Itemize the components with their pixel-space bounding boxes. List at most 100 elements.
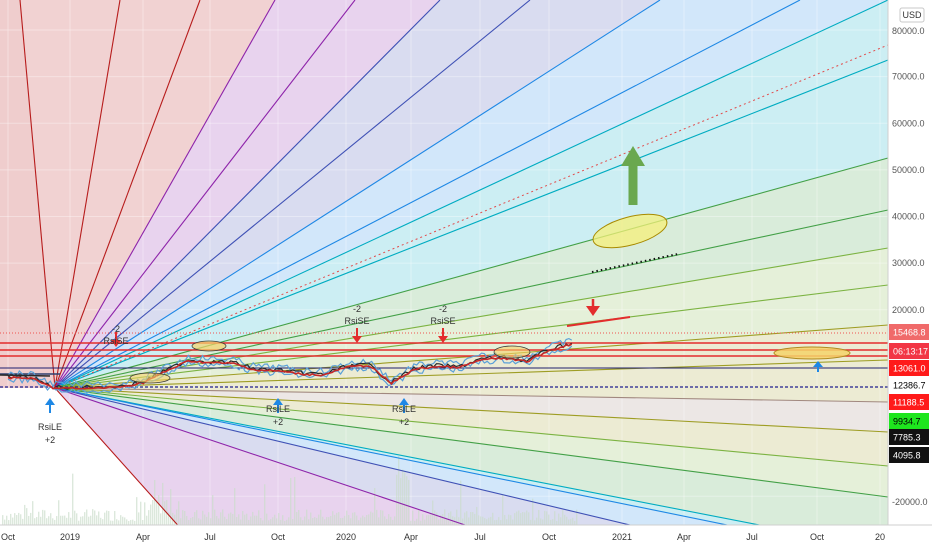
volume-bar [332, 511, 334, 525]
volume-bar [226, 519, 228, 525]
volume-bar [408, 479, 410, 525]
volume-bar [74, 510, 76, 525]
volume-bar [458, 517, 460, 525]
volume-bar [26, 508, 28, 525]
volume-bar [132, 519, 134, 525]
price-tick-label: 70000.0 [892, 72, 925, 82]
volume-bar [508, 514, 510, 525]
volume-bar [208, 512, 210, 525]
fan-line [54, 387, 851, 550]
price-series [0, 337, 573, 394]
volume-bar [506, 519, 508, 525]
signal-name: RsiSE [103, 336, 128, 346]
volume-bar [204, 514, 206, 525]
currency-label: USD [902, 10, 922, 20]
volume-bar [196, 510, 198, 525]
highlight-ellipse [191, 340, 227, 352]
volume-bar [490, 516, 492, 525]
volume-bar [516, 511, 518, 525]
price-axis[interactable]: 80000.0 70000.0 60000.0 50000.0 40000.0 30000… [887, 0, 932, 525]
volume-bar [302, 520, 304, 525]
volume-bar [374, 488, 376, 525]
volume-bar [472, 512, 474, 525]
volume-bar [340, 517, 342, 525]
volume-bar [184, 511, 186, 525]
volume-bar [50, 513, 52, 525]
volume-bar [568, 519, 570, 525]
volume-bar [430, 514, 432, 525]
volume-bar [574, 520, 576, 525]
volume-bar [238, 514, 240, 525]
volume-bar [142, 520, 144, 525]
volume-bar [492, 512, 494, 525]
price-badge-label: 13061.0 [893, 364, 926, 374]
volume-bar [234, 488, 236, 525]
volume-bar [396, 474, 398, 525]
volume-bar [210, 518, 212, 525]
volume-bar [124, 517, 126, 525]
volume-bars [2, 456, 578, 525]
signal-count: +2 [399, 417, 409, 427]
price-badge-label: 11188.5 [893, 398, 924, 408]
volume-bar [494, 520, 496, 525]
volume-bar [564, 514, 566, 525]
volume-bar [524, 512, 526, 525]
volume-bar [502, 494, 504, 525]
volume-bar [412, 510, 414, 525]
volume-bar [4, 519, 6, 525]
volume-bar [178, 501, 180, 525]
volume-bar [66, 517, 68, 525]
volume-bar [270, 519, 272, 525]
price-badge [889, 429, 929, 445]
volume-bar [466, 511, 468, 525]
price-badge-label: 12386.7 [893, 381, 926, 391]
volume-bar [186, 515, 188, 525]
volume-bar [120, 515, 122, 525]
fan-line [54, 59, 889, 389]
volume-bar [278, 513, 280, 525]
price-badge [889, 394, 929, 410]
volume-bar [212, 495, 214, 525]
volume-bar [116, 519, 118, 525]
time-axis[interactable]: Oct 2019 Apr Jul Oct 2020 Apr Jul Oct 2021 Apr Jul O… [0, 524, 932, 550]
volume-bar [154, 480, 156, 525]
volume-bar [24, 504, 26, 525]
volume-bar [572, 517, 574, 525]
time-tick-label: Apr [136, 532, 150, 542]
volume-bar [550, 519, 552, 525]
time-tick-label: Jul [474, 532, 486, 542]
volume-bar [462, 518, 464, 525]
volume-bar [128, 520, 130, 525]
volume-bar [544, 510, 546, 525]
volume-bar [388, 514, 390, 525]
signal-name: RsiLE [392, 404, 416, 414]
volume-bar [344, 515, 346, 525]
volume-bar [460, 480, 462, 525]
price-badge [889, 360, 929, 376]
fan-line [54, 247, 889, 389]
fan-lines [19, 0, 889, 550]
volume-bar [36, 517, 38, 525]
volume-bar [114, 511, 116, 525]
volume-bar [304, 516, 306, 525]
volume-bar [324, 519, 326, 525]
volume-bar [68, 512, 70, 525]
volume-bar [428, 515, 430, 525]
signal-arrow-head [399, 398, 409, 405]
volume-bar [76, 513, 78, 525]
volume-bar [144, 502, 146, 525]
volume-bar [138, 512, 140, 525]
currency-button[interactable]: USD [899, 7, 925, 23]
price-badge-label: 4095.8 [893, 451, 921, 461]
volume-bar [474, 513, 476, 525]
volume-bar [150, 504, 152, 525]
volume-bar [224, 516, 226, 525]
volume-bar [538, 509, 540, 525]
volume-bar [108, 511, 110, 525]
volume-bar [98, 511, 100, 525]
time-tick-label: 2020 [336, 532, 356, 542]
volume-bar [272, 517, 274, 525]
signal-markers: RsiLE +2 -2 RsiSE RsiLE +2 -2 RsiSE RsiLE +2 -2 Rsi… [38, 304, 456, 445]
signal-name: RsiSE [430, 316, 455, 326]
